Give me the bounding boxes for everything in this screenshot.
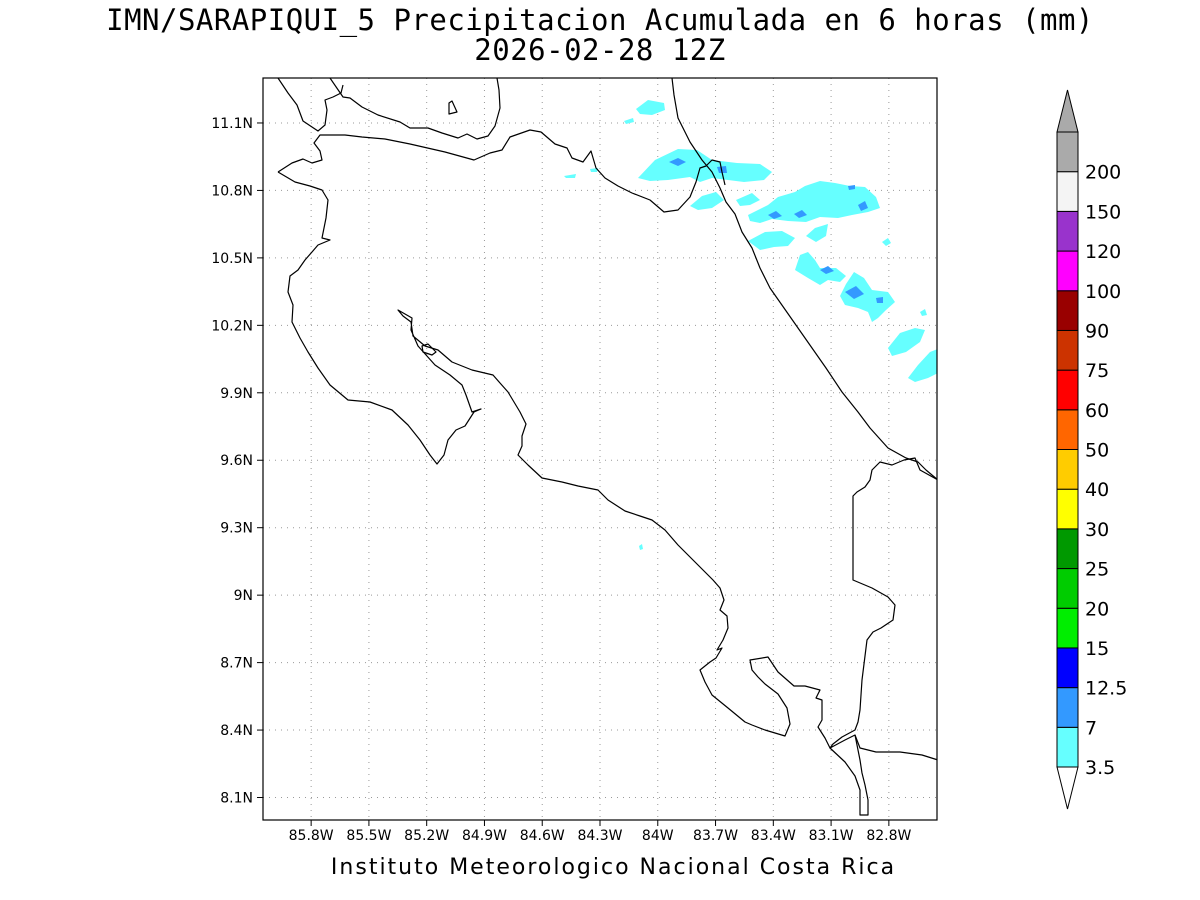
- colorbar-label: 50: [1085, 440, 1109, 462]
- colorbar-label: 150: [1085, 201, 1121, 223]
- colorbar-swatch: [1056, 726, 1079, 768]
- lon-tick-label: 83.7W: [693, 828, 738, 844]
- colorbar-label: 200: [1085, 162, 1121, 184]
- lon-tick-label: 84.6W: [520, 828, 565, 844]
- colorbar-label: 90: [1085, 320, 1109, 342]
- colorbar-label: 7: [1085, 717, 1097, 739]
- lon-tick-label: 85.8W: [289, 828, 334, 844]
- precip-area: [908, 349, 937, 382]
- precip-core: [768, 211, 782, 219]
- pacific-coast: [277, 171, 869, 816]
- precipitation-field: [564, 100, 937, 550]
- colorbar-swatch: [1056, 210, 1079, 252]
- precip-area: [638, 149, 772, 182]
- precip-core: [794, 210, 807, 218]
- precip-core: [820, 266, 834, 274]
- map-subtitle-date: 2026-02-28 12Z: [474, 33, 726, 67]
- lon-tick-label: 82.8W: [866, 828, 911, 844]
- colorbar-over-arrow: [1056, 89, 1079, 133]
- lon-tick-label: 85.5W: [346, 828, 391, 844]
- colorbar-swatch: [1056, 607, 1079, 649]
- precipitation-colorbar: 3.5 7 12.5 15 20 25 30 40 50 60 75 90 100 120 150 200: [1056, 89, 1127, 810]
- map-title: IMN/SARAPIQUI_5 Precipitacion Acumulada …: [106, 3, 1094, 37]
- precip-area: [888, 328, 925, 356]
- colorbar-under-arrow: [1056, 766, 1079, 810]
- colorbar-swatch: [1056, 369, 1079, 411]
- lat-tick-label: 8.7N: [220, 656, 253, 672]
- precip-area: [690, 192, 724, 210]
- precip-area: [590, 168, 598, 172]
- map-axes: 85.8W 85.5W 85.2W 84.9W 84.6W 84.3W 84W 83.7W 83…: [211, 116, 911, 844]
- precip-core: [669, 158, 686, 166]
- colorbar-swatch: [1056, 250, 1079, 292]
- lon-tick-label: 83.1W: [809, 828, 854, 844]
- colorbar-swatch: [1056, 488, 1079, 530]
- lat-tick-label: 9N: [234, 588, 253, 604]
- lat-tick-label: 9.6N: [220, 453, 253, 469]
- lake-nicaragua-shore: [329, 78, 501, 140]
- lon-tick-label: 83.4W: [751, 828, 796, 844]
- colorbar-label: 75: [1085, 360, 1109, 382]
- panama-border: [829, 457, 937, 761]
- colorbar-swatch: [1056, 131, 1079, 173]
- lat-tick-label: 10.5N: [211, 251, 253, 267]
- nicaragua-costa-rica-border: [277, 129, 726, 213]
- precip-core: [845, 286, 864, 299]
- lat-tick-label: 9.3N: [220, 521, 253, 537]
- colorbar-swatch: [1056, 290, 1079, 331]
- colorbar-label: 100: [1085, 281, 1121, 303]
- precip-area: [795, 252, 846, 285]
- coastlines-and-borders: [277, 78, 937, 816]
- colorbar-label: 30: [1085, 519, 1109, 541]
- lat-tick-label: 10.2N: [211, 318, 253, 334]
- precip-area: [624, 118, 634, 124]
- colorbar-swatch: [1056, 687, 1079, 728]
- lon-tick-label: 84W: [642, 828, 674, 844]
- precip-area: [639, 544, 643, 550]
- lat-tick-label: 11.1N: [211, 116, 253, 132]
- precip-core: [858, 201, 868, 211]
- colorbar-swatch: [1056, 329, 1079, 371]
- precip-area: [736, 193, 760, 206]
- precip-core: [876, 297, 883, 303]
- colorbar-swatch: [1056, 171, 1079, 212]
- nicoya-island: [421, 343, 437, 356]
- nicaragua-coast: [277, 78, 344, 132]
- precip-area: [564, 174, 576, 178]
- colorbar-label: 25: [1085, 559, 1109, 581]
- precip-core: [848, 185, 855, 190]
- colorbar-swatch: [1056, 449, 1079, 490]
- lon-tick-label: 84.9W: [462, 828, 507, 844]
- lat-tick-label: 9.9N: [220, 386, 253, 402]
- colorbar-label: 60: [1085, 400, 1109, 422]
- caribbean-coast: [671, 78, 937, 480]
- precip-area: [882, 238, 891, 246]
- colorbar-label: 120: [1085, 241, 1121, 263]
- colorbar-label: 20: [1085, 598, 1109, 620]
- colorbar-label: 12.5: [1085, 678, 1127, 700]
- precip-area: [806, 224, 828, 242]
- precip-area: [748, 181, 880, 223]
- lon-tick-label: 85.2W: [404, 828, 449, 844]
- precip-area: [748, 231, 795, 250]
- lat-tick-label: 10.8N: [211, 183, 253, 199]
- colorbar-label: 15: [1085, 638, 1109, 660]
- colorbar-swatch: [1056, 528, 1079, 570]
- precip-area: [840, 272, 895, 322]
- lat-tick-label: 8.1N: [220, 791, 253, 807]
- precip-area: [636, 100, 665, 115]
- colorbar-swatch: [1056, 568, 1079, 609]
- lat-tick-label: 8.4N: [220, 723, 253, 739]
- lake-island: [448, 100, 458, 115]
- colorbar-label: 40: [1085, 479, 1109, 501]
- precip-area: [920, 309, 927, 316]
- lon-tick-label: 84.3W: [577, 828, 622, 844]
- colorbar-swatch: [1056, 409, 1079, 450]
- map-grid: [263, 78, 937, 820]
- institution-footer: Instituto Meteorologico Nacional Costa R…: [330, 855, 897, 880]
- colorbar-label: 3.5: [1085, 757, 1115, 779]
- colorbar-swatch: [1056, 647, 1079, 689]
